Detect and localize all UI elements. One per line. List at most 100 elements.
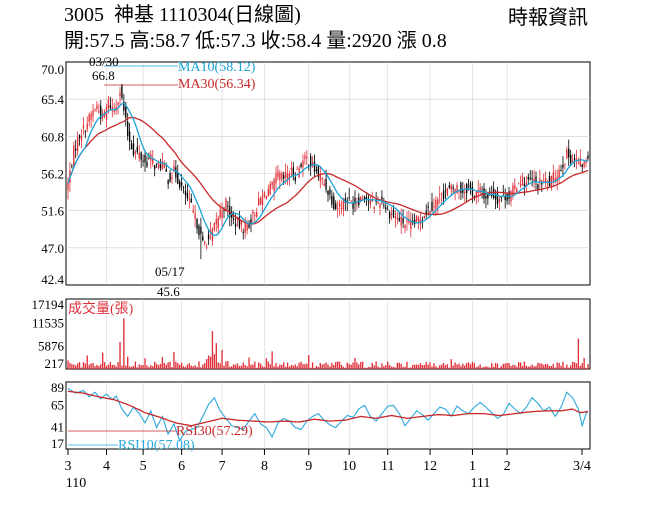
price-candle-body xyxy=(117,102,119,105)
price-candle-body xyxy=(479,187,481,193)
price-candle-body xyxy=(273,179,275,192)
price-candle-body xyxy=(475,191,477,197)
price-candle-body xyxy=(130,143,133,150)
price-candle-body xyxy=(155,163,158,165)
volume-bar xyxy=(485,366,487,369)
volume-bar xyxy=(84,363,87,369)
price-candle-body xyxy=(284,171,287,178)
price-candle-body xyxy=(84,131,87,133)
volume-bar xyxy=(188,363,191,369)
price-candle-body xyxy=(300,163,302,167)
price-candle-body xyxy=(221,211,223,218)
volume-bar xyxy=(238,366,241,369)
volume-bar xyxy=(69,362,71,369)
price-candle-body xyxy=(506,193,508,201)
volume-bar xyxy=(192,366,194,369)
volume-bar xyxy=(231,366,233,369)
price-candle-body xyxy=(331,195,333,205)
price-candle-body xyxy=(437,199,439,206)
volume-bar xyxy=(514,365,516,369)
price-candle-body xyxy=(169,172,171,182)
volume-bar xyxy=(329,366,331,369)
price-candle-body xyxy=(485,196,487,199)
price-candle-body xyxy=(398,218,400,221)
price-candle-body xyxy=(309,155,312,168)
volume-bar xyxy=(221,350,223,369)
volume-bar xyxy=(508,363,510,369)
volume-bar xyxy=(313,367,316,369)
price-candle-body xyxy=(525,182,528,187)
volume-bar xyxy=(456,364,458,369)
price-candle-body xyxy=(138,152,140,159)
volume-bar xyxy=(309,367,312,369)
volume-bar xyxy=(157,365,160,369)
price-candle-body xyxy=(429,211,431,215)
volume-bar xyxy=(529,366,531,369)
price-candle-body xyxy=(581,164,583,167)
volume-bar xyxy=(98,365,100,369)
volume-bar xyxy=(302,364,304,369)
price-candle-body xyxy=(363,196,366,200)
price-candle-body xyxy=(444,190,447,192)
volume-bar xyxy=(465,363,468,369)
volume-bar xyxy=(140,365,142,369)
price-candle-body xyxy=(346,200,348,203)
volume-bar xyxy=(346,362,348,369)
price-candle-body xyxy=(127,121,129,136)
x-year-label: 111 xyxy=(470,476,490,491)
volume-bar xyxy=(527,366,529,369)
price-candle-body xyxy=(336,207,339,210)
volume-bar xyxy=(406,361,408,369)
volume-bar xyxy=(566,364,568,369)
price-candle-body xyxy=(269,183,271,195)
price-candle-body xyxy=(462,189,464,193)
price-candle-body xyxy=(261,195,264,205)
price-candle-body xyxy=(500,197,503,198)
volume-bar xyxy=(215,343,217,369)
rsi-tick-label: 89 xyxy=(51,380,64,395)
volume-bar xyxy=(134,361,137,369)
volume-bar xyxy=(86,355,88,369)
price-candle-body xyxy=(338,202,341,207)
volume-bar xyxy=(78,362,81,369)
volume-tick-label: 11535 xyxy=(32,315,64,330)
price-tick-label: 60.8 xyxy=(41,129,64,144)
volume-bar xyxy=(475,367,477,369)
volume-bar xyxy=(73,364,75,369)
volume-bar xyxy=(80,367,83,369)
price-candle-body xyxy=(121,84,123,98)
price-candle-body xyxy=(469,182,472,189)
price-candle-body xyxy=(379,204,381,208)
volume-bar xyxy=(119,341,121,369)
volume-bar xyxy=(371,362,373,369)
volume-bar xyxy=(217,362,219,369)
volume-bar xyxy=(512,364,514,369)
volume-bar xyxy=(435,366,437,369)
price-candle-body xyxy=(323,183,325,186)
volume-bar xyxy=(88,364,90,369)
price-candle-body xyxy=(516,188,518,193)
price-candle-body xyxy=(227,205,229,207)
price-candle-body xyxy=(304,155,306,159)
price-candle-body xyxy=(583,161,585,167)
volume-bar xyxy=(533,366,535,369)
price-candle-body xyxy=(190,198,192,203)
volume-bar xyxy=(96,364,98,369)
price-candle-body xyxy=(527,176,529,180)
volume-bar xyxy=(462,363,464,369)
price-candle-body xyxy=(365,196,368,200)
price-candle-body xyxy=(317,166,320,177)
volume-bar xyxy=(250,364,252,369)
volume-bar xyxy=(94,366,96,369)
price-candle-body xyxy=(564,163,566,165)
price-candle-body xyxy=(75,148,77,151)
volume-bar xyxy=(111,365,113,369)
volume-bar xyxy=(336,361,339,369)
rsi30-legend-label: RSI30(57.29) xyxy=(176,424,253,439)
volume-bar xyxy=(552,363,555,369)
price-candle-body xyxy=(294,177,296,181)
volume-bar xyxy=(152,366,154,369)
volume-bar xyxy=(356,362,358,369)
price-candle-body xyxy=(417,217,420,222)
rsi30-line xyxy=(67,390,589,427)
